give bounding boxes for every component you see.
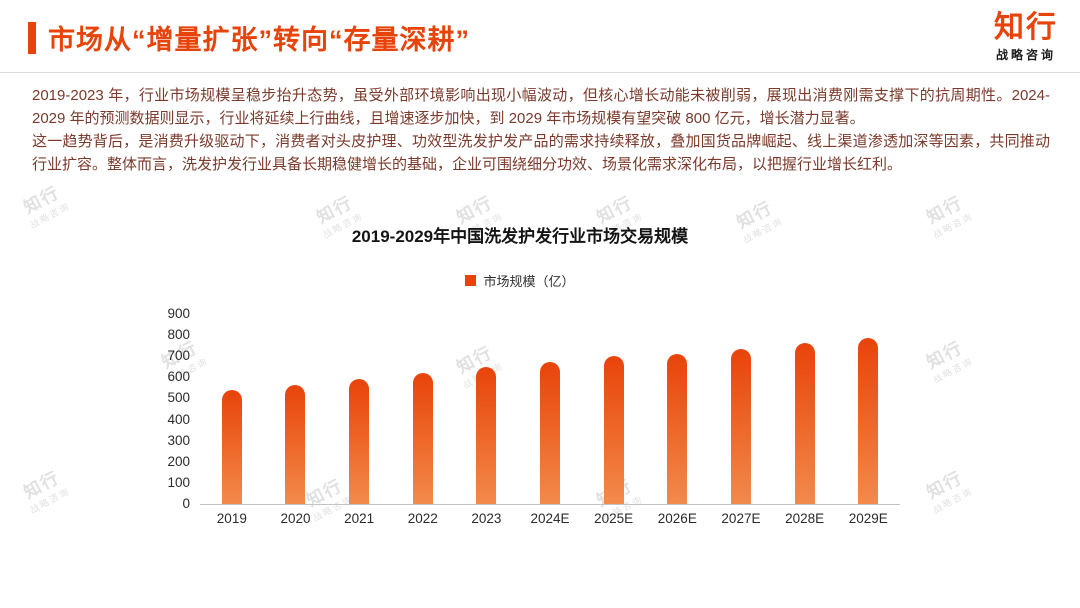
x-tick-label: 2022 [407, 511, 438, 526]
y-tick-label: 300 [167, 432, 190, 448]
bar-2020 [285, 384, 306, 504]
header: 市场从“增量扩张”转向“存量深耕” 知行 战略咨询 [0, 0, 1080, 73]
bars [200, 314, 900, 504]
chart-title: 2019-2029年中国洗发护发行业市场交易规模 [351, 227, 689, 246]
plot-area: 900 800 700 600 500 400 300 200 100 0 [167, 307, 900, 511]
y-tick-label: 500 [167, 390, 190, 406]
bar-2029E [858, 337, 879, 504]
watermark: 知行战略咨询 [20, 182, 72, 231]
bar-2027E [730, 348, 751, 504]
bar-column-2022 [391, 314, 455, 504]
y-tick-label: 600 [167, 369, 190, 385]
y-tick-label: 400 [167, 411, 190, 427]
page-title: 市场从“增量扩张”转向“存量深耕” [48, 25, 470, 55]
bar-column-2020 [264, 314, 328, 504]
bar-2028E [794, 343, 815, 504]
bar-2025E [603, 356, 624, 504]
bar-column-2019 [200, 314, 264, 504]
bar-2021 [349, 379, 370, 504]
company-logo: 知行 战略咨询 [994, 12, 1058, 63]
bar-2024E [540, 362, 561, 504]
bar-column-2023 [455, 314, 519, 504]
y-tick-label: 700 [167, 348, 190, 364]
bar-column-2026E [645, 314, 709, 504]
chart-legend: 市场规模（亿） [120, 271, 920, 290]
title-accent-bar [28, 21, 36, 54]
bar-column-2025E [582, 314, 646, 504]
body-text: 2019-2023 年，行业市场规模呈稳步抬升态势，虽受外部环境影响出现小幅波动… [32, 84, 1050, 176]
bar-column-2028E [773, 314, 837, 504]
legend-label: 市场规模（亿） [483, 274, 575, 289]
bar-2026E [667, 353, 688, 504]
watermark: 知行战略咨询 [923, 467, 975, 516]
paragraph-drivers: 这一趋势背后，是消费升级驱动下，消费者对头皮护理、功效型洗发护发产品的需求持续释… [32, 133, 1050, 173]
x-tick-label: 2026E [657, 511, 697, 526]
bar-2023 [476, 366, 497, 504]
x-tick-label: 2020 [280, 511, 311, 526]
x-tick-label: 2028E [785, 511, 825, 526]
y-tick-label: 100 [167, 474, 190, 490]
bar-column-2021 [327, 314, 391, 504]
bar-2019 [221, 390, 242, 504]
bar-column-2029E [836, 314, 900, 504]
y-tick-label: 900 [167, 306, 190, 321]
x-tick-label: 2024E [530, 511, 570, 526]
x-tick-label: 2023 [471, 511, 502, 526]
bar-column-2024E [518, 314, 582, 504]
bar-2022 [412, 373, 433, 504]
y-tick-label: 200 [167, 453, 190, 469]
watermark: 知行战略咨询 [20, 467, 72, 516]
y-tick-label: 0 [182, 496, 190, 511]
x-tick-label: 2025E [594, 511, 634, 526]
logo-name: 知行 [994, 11, 1058, 44]
legend-swatch [465, 275, 477, 286]
x-tick-label: 2027E [721, 511, 761, 526]
x-axis: 2019 2020 2021 2022 2023 2024E 2025E 2026E 2027E… [200, 511, 900, 526]
y-tick-label: 800 [167, 327, 190, 343]
x-tick-label: 2021 [344, 511, 375, 526]
paragraph-trend: 2019-2023 年，行业市场规模呈稳步抬升态势，虽受外部环境影响出现小幅波动… [32, 87, 1050, 127]
x-tick-label: 2029E [848, 511, 888, 526]
watermark: 知行战略咨询 [923, 337, 975, 386]
bar-column-2027E [709, 314, 773, 504]
logo-subtitle: 战略咨询 [995, 48, 1056, 62]
watermark: 知行战略咨询 [923, 192, 975, 241]
x-tick-label: 2019 [216, 511, 247, 526]
market-size-chart: 2019-2029年中国洗发护发行业市场交易规模 市场规模（亿） 900 800 7… [120, 222, 920, 526]
